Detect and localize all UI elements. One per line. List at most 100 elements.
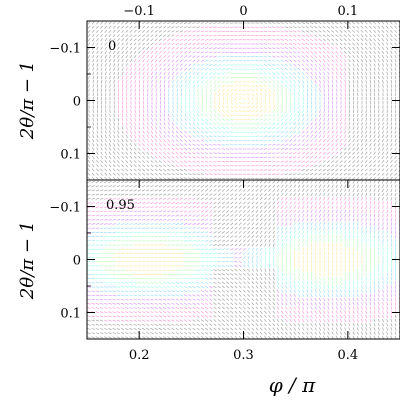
field-mark	[138, 122, 141, 126]
field-mark	[209, 285, 213, 289]
field-mark	[133, 29, 137, 33]
field-mark	[301, 67, 305, 71]
field-mark	[213, 169, 217, 171]
field-mark	[96, 21, 99, 25]
field-mark	[361, 209, 363, 214]
field-mark	[150, 151, 154, 155]
field-mark	[289, 272, 292, 277]
field-mark	[213, 59, 217, 62]
field-mark	[113, 117, 115, 122]
field-mark	[87, 189, 91, 192]
field-mark	[259, 184, 263, 188]
field-mark	[88, 67, 90, 71]
field-mark	[91, 282, 95, 284]
field-mark	[306, 126, 309, 130]
field-mark	[200, 197, 204, 201]
field-mark	[133, 34, 137, 38]
field-mark	[200, 180, 204, 184]
field-mark	[230, 123, 234, 125]
field-mark	[386, 222, 388, 226]
field-mark	[272, 113, 276, 117]
field-mark	[289, 218, 292, 222]
field-mark	[344, 201, 347, 205]
field-mark	[112, 25, 116, 29]
field-mark	[125, 282, 129, 284]
field-mark	[322, 21, 326, 25]
field-mark	[297, 177, 301, 180]
field-mark	[87, 223, 91, 225]
field-mark	[318, 177, 322, 180]
field-mark	[301, 143, 305, 147]
field-mark	[217, 239, 221, 242]
field-mark	[339, 184, 343, 188]
field-mark	[285, 188, 288, 192]
field-mark	[267, 156, 272, 159]
field-mark	[100, 25, 103, 29]
field-mark	[247, 180, 251, 184]
field-mark	[298, 247, 300, 251]
field-mark	[364, 34, 368, 38]
field-mark	[267, 72, 272, 75]
field-mark	[310, 80, 313, 84]
field-mark	[213, 68, 217, 71]
field-mark	[183, 206, 188, 209]
field-mark	[294, 268, 296, 272]
field-mark	[188, 218, 192, 221]
field-mark	[214, 92, 216, 97]
field-mark	[335, 213, 338, 218]
field-mark	[365, 75, 367, 80]
field-mark	[344, 59, 347, 63]
field-mark	[373, 205, 376, 209]
field-mark	[183, 244, 188, 246]
field-mark	[192, 126, 196, 130]
field-mark	[217, 156, 221, 159]
field-mark	[230, 261, 234, 263]
field-mark	[319, 80, 321, 84]
field-mark	[217, 131, 221, 134]
field-mark	[352, 130, 355, 134]
field-mark	[155, 71, 158, 76]
field-mark	[143, 109, 145, 113]
field-mark	[167, 34, 171, 37]
field-mark	[377, 197, 380, 201]
field-mark	[335, 168, 339, 172]
field-mark	[335, 46, 339, 50]
field-mark	[327, 272, 329, 277]
field-mark	[183, 177, 188, 180]
field-mark	[163, 156, 167, 159]
field-mark	[394, 209, 397, 214]
field-mark	[158, 273, 163, 275]
field-mark	[344, 197, 347, 201]
field-mark	[209, 252, 213, 254]
field-mark	[87, 185, 91, 188]
field-mark	[335, 192, 338, 197]
field-mark	[373, 293, 376, 298]
field-mark	[133, 294, 137, 297]
field-mark	[369, 143, 372, 147]
field-mark	[306, 184, 309, 188]
field-mark	[297, 30, 301, 33]
field-mark	[348, 285, 351, 289]
field-mark	[134, 134, 137, 139]
field-mark	[306, 285, 309, 289]
field-mark	[382, 75, 384, 80]
field-mark	[306, 80, 309, 84]
field-mark	[285, 285, 288, 289]
field-mark	[120, 219, 125, 221]
field-mark	[196, 218, 200, 221]
field-mark	[361, 75, 363, 80]
field-mark	[192, 152, 196, 155]
field-mark	[109, 126, 111, 130]
field-mark	[361, 113, 363, 118]
field-mark	[179, 290, 184, 293]
field-mark	[92, 80, 94, 84]
field-mark	[105, 75, 107, 80]
field-mark	[382, 80, 384, 84]
field-mark	[137, 172, 141, 176]
field-mark	[201, 105, 204, 109]
field-mark	[272, 72, 276, 75]
field-mark	[361, 222, 363, 226]
field-mark	[348, 139, 351, 143]
field-mark	[108, 176, 112, 180]
field-mark	[87, 286, 91, 288]
